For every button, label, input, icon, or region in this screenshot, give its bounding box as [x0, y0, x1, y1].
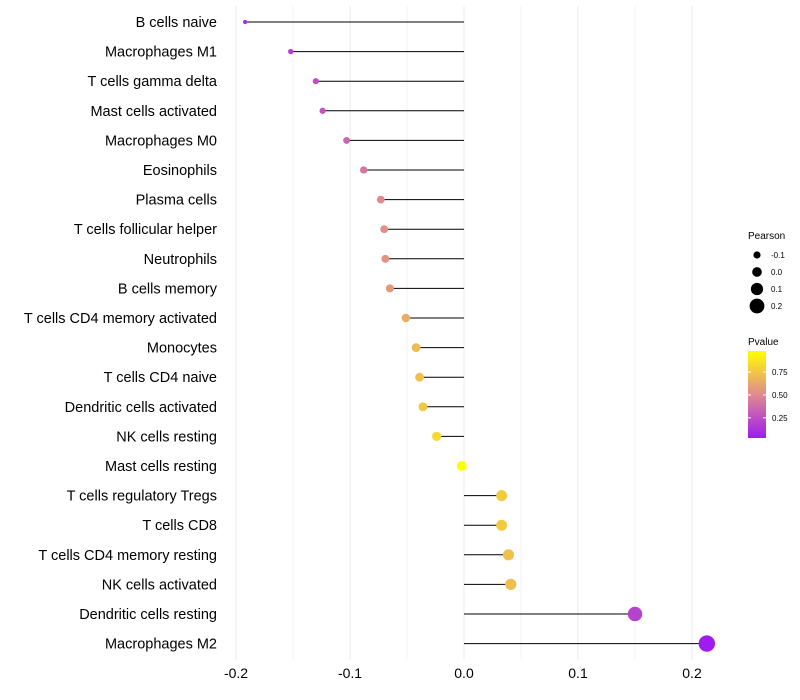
y-axis-label: Mast cells resting — [105, 459, 217, 475]
legend-pearson-swatch — [749, 298, 765, 314]
data-point — [415, 372, 424, 382]
x-tick-label: 0.2 — [682, 665, 702, 681]
legend-pearson-swatch — [752, 267, 762, 277]
points — [243, 19, 716, 652]
y-axis-label: T cells CD4 naive — [104, 370, 217, 386]
legend-pvalue-title: Pvalue — [748, 337, 779, 348]
data-point — [496, 490, 508, 502]
y-axis-label: Macrophages M0 — [105, 133, 217, 149]
data-point — [319, 107, 326, 114]
y-axis-label: Dendritic cells resting — [79, 607, 217, 623]
x-tick-label: 0.1 — [568, 665, 588, 681]
legend-pearson: Pearson -0.1 0.0 0.1 0.2 — [748, 231, 785, 314]
legend-pvalue-label: 0.50 — [772, 391, 788, 400]
y-axis-label: Plasma cells — [136, 193, 217, 209]
data-point — [401, 313, 411, 323]
data-point — [288, 48, 294, 55]
y-axis-label: T cells regulatory Tregs — [67, 489, 217, 505]
data-point — [380, 225, 389, 234]
legend-pvalue: Pvalue 0.75 0.50 0.25 — [748, 337, 788, 438]
x-tick-label: -0.1 — [338, 665, 362, 681]
legend-pearson-label: 0.2 — [771, 302, 783, 311]
legend-pearson-label: 0.1 — [771, 285, 783, 294]
legend-pearson-swatch — [750, 282, 764, 296]
data-point — [376, 195, 385, 204]
legend-pearson-label: -0.1 — [771, 251, 785, 260]
x-axis-ticks: -0.2 -0.1 0.0 0.1 0.2 — [224, 665, 702, 681]
legend-pvalue-label: 0.75 — [772, 368, 788, 377]
x-tick-label: -0.2 — [224, 665, 248, 681]
data-point — [627, 606, 643, 622]
y-axis-label: Monocytes — [147, 341, 217, 357]
data-point — [698, 635, 716, 652]
y-axis-label: Neutrophils — [144, 252, 217, 268]
stems — [245, 21, 707, 645]
data-point — [385, 284, 394, 293]
data-point — [432, 431, 442, 442]
y-axis-label: Macrophages M2 — [105, 637, 217, 653]
legend-pearson-swatch — [753, 251, 761, 259]
legend-pearson-title: Pearson — [748, 231, 785, 242]
y-axis-label: NK cells resting — [116, 429, 217, 445]
y-axis-label: Mast cells activated — [90, 104, 217, 120]
data-point — [418, 402, 428, 412]
y-axis-label: Eosinophils — [143, 163, 217, 179]
y-axis-label: T cells CD8 — [142, 518, 217, 534]
data-point — [496, 519, 508, 531]
y-axis-label: T cells gamma delta — [88, 74, 218, 90]
legend-pvalue-label: 0.25 — [772, 414, 788, 423]
y-axis-label: T cells follicular helper — [74, 222, 217, 238]
y-axis-label: NK cells activated — [102, 577, 217, 593]
y-axis-label: Macrophages M1 — [105, 45, 217, 61]
y-axis-label: B cells memory — [118, 281, 218, 297]
legend-pearson-label: 0.0 — [771, 268, 783, 277]
data-point — [456, 461, 467, 471]
y-axis-label: T cells CD4 memory resting — [38, 548, 217, 564]
data-point — [343, 136, 351, 144]
legend-pvalue-colorbar — [748, 351, 766, 438]
y-axis-label: B cells naive — [136, 15, 217, 31]
data-point — [381, 254, 390, 263]
y-axis-label: T cells CD4 memory activated — [24, 311, 217, 327]
grid-lines — [235, 6, 693, 660]
data-point — [312, 78, 319, 85]
y-axis-labels: B cells naive Macrophages M1 T cells gamma… — [24, 15, 218, 653]
data-point — [505, 578, 517, 591]
x-tick-label: 0.0 — [454, 665, 474, 681]
y-axis-label: Dendritic cells activated — [65, 400, 217, 416]
data-point — [502, 549, 515, 561]
data-point — [360, 166, 368, 174]
data-point — [411, 343, 421, 352]
data-point — [243, 19, 248, 25]
